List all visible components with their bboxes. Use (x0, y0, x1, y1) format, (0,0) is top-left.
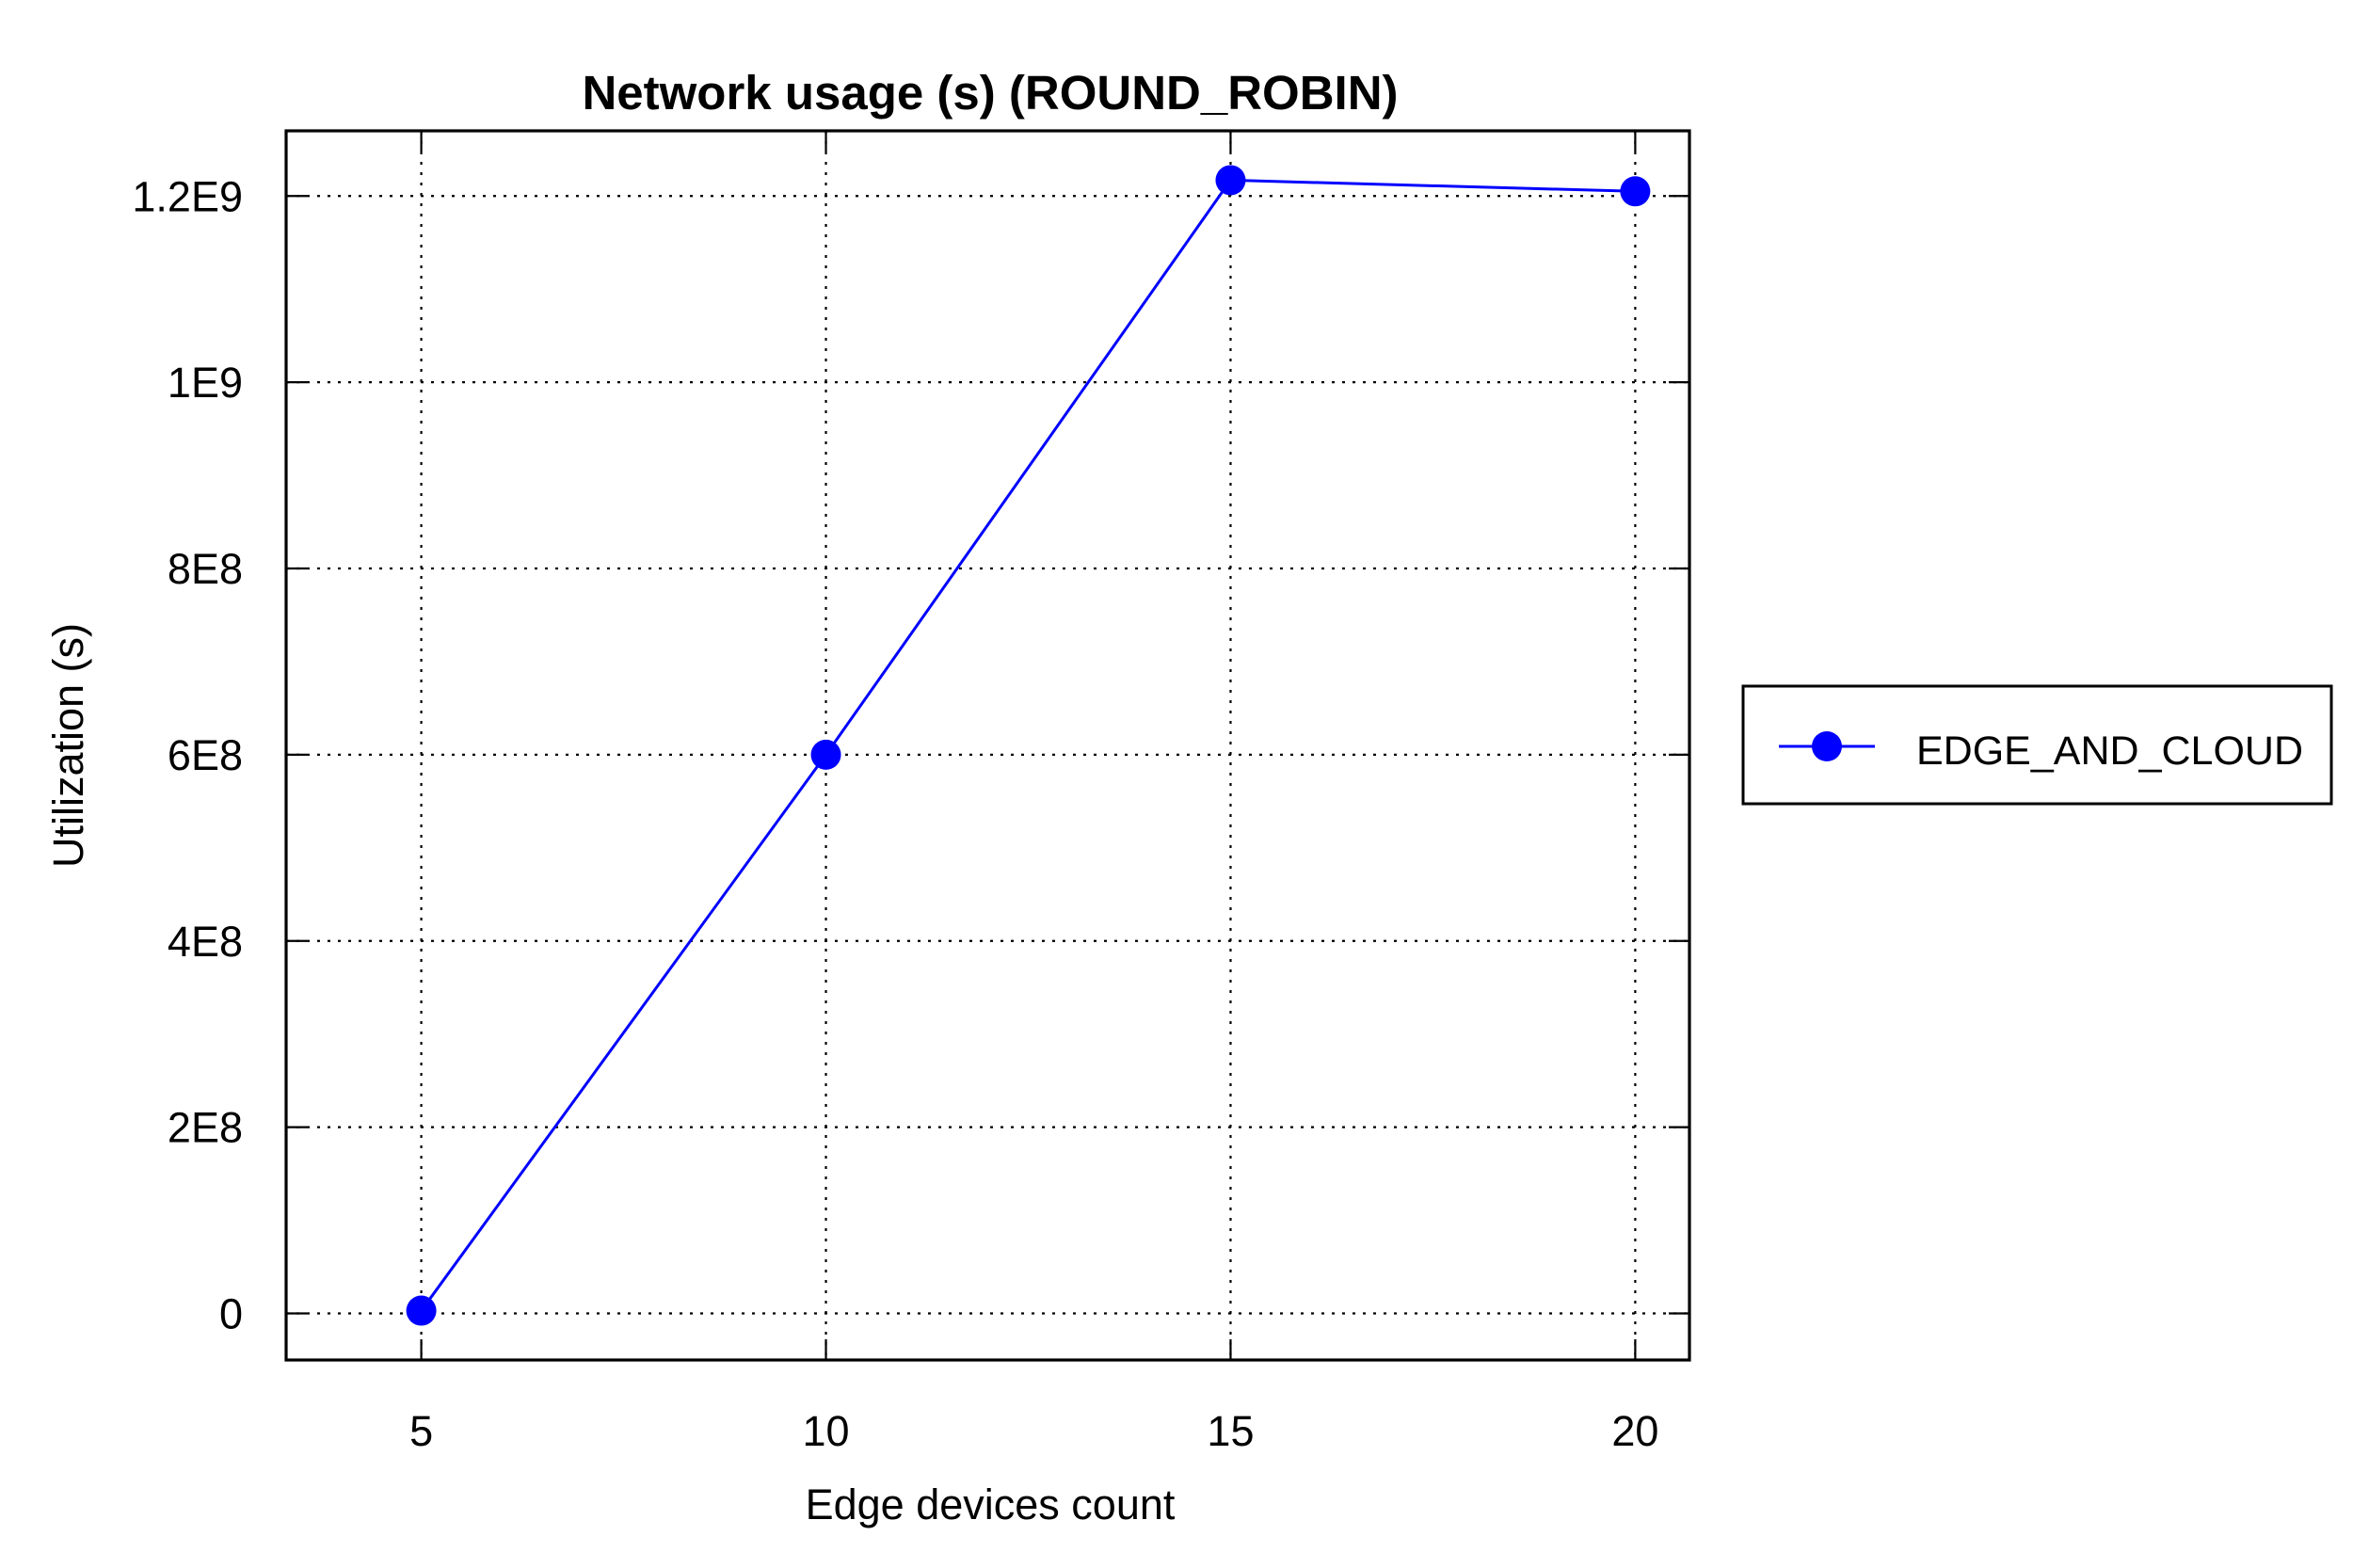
x-tick-label: 20 (1611, 1407, 1658, 1455)
legend-label-edge-and-cloud: EDGE_AND_CLOUD (1916, 728, 2303, 774)
data-point (1620, 176, 1651, 207)
data-point (406, 1295, 437, 1326)
y-tick-label: 0 (219, 1290, 243, 1338)
data-point (810, 739, 841, 770)
y-tick-label: 1E9 (168, 359, 243, 407)
x-axis-label: Edge devices count (806, 1480, 1176, 1528)
legend-box (1741, 684, 2333, 806)
series-layer (406, 165, 1651, 1326)
chart-title: Network usage (s) (ROUND_ROBIN) (582, 66, 1398, 120)
tick-labels: 5 10 15 20 0 2E8 4E8 6E8 8E8 1E9 1.2E9 (132, 172, 1658, 1455)
data-point (1215, 165, 1246, 196)
series-line-edge-and-cloud (420, 178, 1636, 1312)
x-tick-label: 15 (1207, 1407, 1254, 1455)
y-tick-label: 2E8 (168, 1104, 243, 1152)
grid-lines (286, 131, 1689, 1360)
x-tick-label: 10 (802, 1407, 849, 1455)
y-tick-label: 8E8 (168, 545, 243, 593)
plot-frame (284, 129, 1691, 1362)
x-tick-label: 5 (409, 1407, 433, 1455)
y-tick-label: 1.2E9 (132, 172, 243, 220)
legend-marker (1812, 731, 1842, 761)
legend: EDGE_AND_CLOUD (1741, 684, 2333, 806)
y-tick-label: 4E8 (168, 918, 243, 966)
y-tick-label: 6E8 (168, 731, 243, 779)
axis-ticks (286, 131, 1689, 1360)
y-axis-label: Utilization (s) (44, 623, 92, 868)
